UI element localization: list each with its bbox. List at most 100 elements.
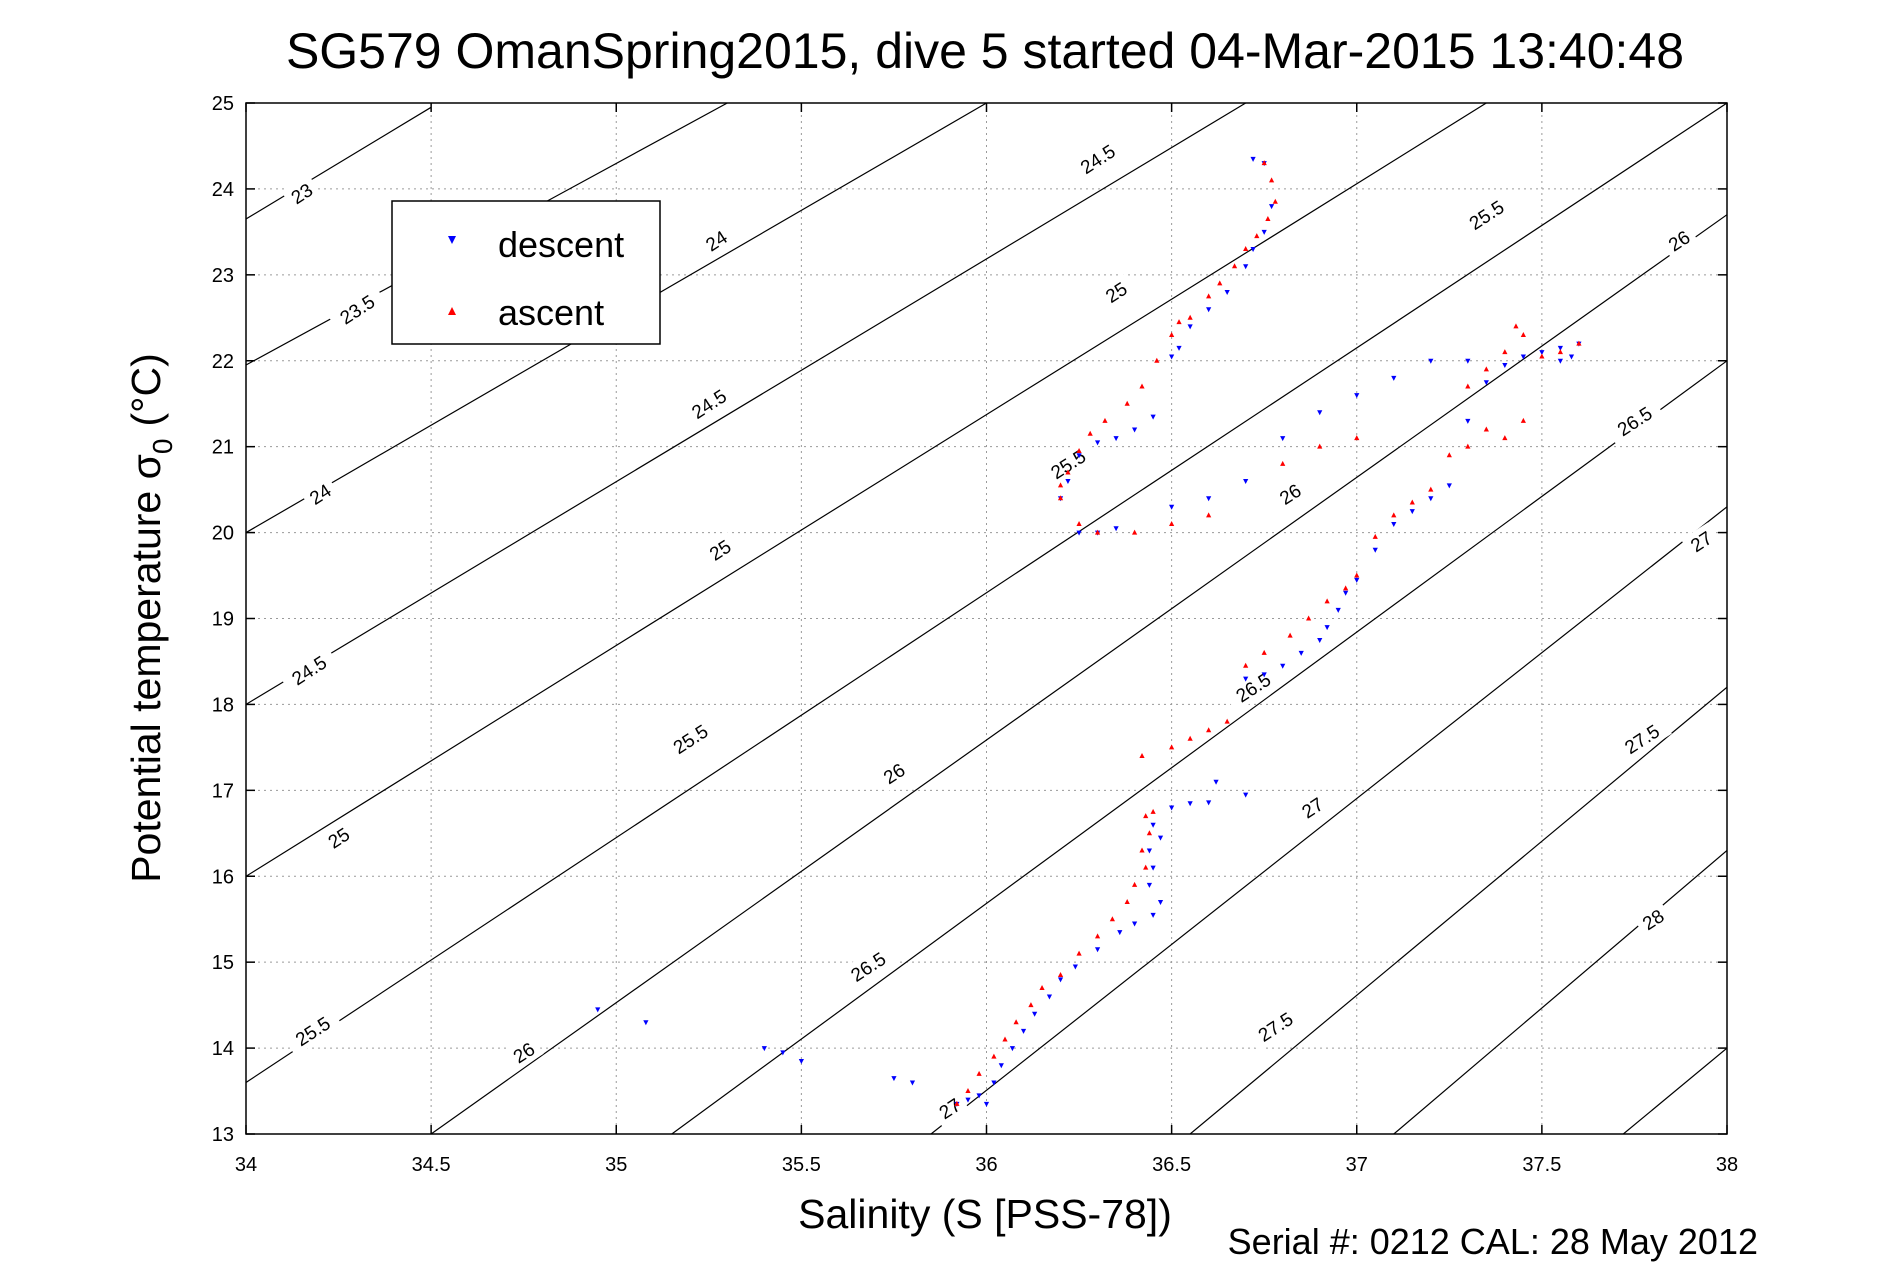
y-tick-label: 13 bbox=[212, 1124, 234, 1146]
contour-label-backdrop bbox=[1096, 273, 1137, 311]
contour-label-backdrop bbox=[503, 1033, 544, 1072]
ascent-point bbox=[1465, 443, 1471, 449]
descent-point bbox=[1446, 483, 1452, 489]
descent-point bbox=[1117, 930, 1123, 936]
ascent-point bbox=[1109, 916, 1115, 922]
y-axis-ticks: 13 14 15 16 17 18 19 20 21 22 23 24 25 bbox=[212, 93, 1727, 1146]
y-tick-label: 25 bbox=[212, 93, 234, 115]
ascent-point bbox=[1354, 572, 1360, 578]
ascent-point bbox=[1076, 520, 1082, 526]
ascent-point bbox=[1287, 632, 1293, 638]
descent-point bbox=[1176, 345, 1182, 351]
contour-label-backdrop bbox=[873, 754, 914, 792]
isopycnal-line-25-5 bbox=[246, 103, 1727, 1084]
contour-label-group: 26 bbox=[503, 1033, 544, 1072]
descent-point bbox=[1169, 805, 1175, 811]
contour-label-backdrop bbox=[282, 1005, 343, 1057]
x-tick-label: 36.5 bbox=[1152, 1154, 1191, 1176]
descent-point bbox=[1409, 509, 1415, 515]
contour-label-backdrop bbox=[1292, 788, 1333, 827]
contour-label-backdrop bbox=[1658, 221, 1699, 260]
ascent-point bbox=[976, 1070, 982, 1076]
ascent-point bbox=[1087, 430, 1093, 436]
descent-point bbox=[1150, 865, 1156, 871]
ascent-point bbox=[1139, 752, 1145, 758]
descent-point bbox=[1372, 547, 1378, 553]
x-axis-ticks: 34 34.5 35 35.5 36 36.5 37 37.5 38 bbox=[235, 103, 1738, 1176]
descent-point bbox=[1206, 307, 1212, 313]
descent-point bbox=[1343, 590, 1349, 596]
descent-point bbox=[1094, 440, 1101, 446]
ascent-point bbox=[965, 1088, 971, 1094]
descent-point bbox=[1557, 345, 1563, 351]
descent-point bbox=[1354, 577, 1360, 583]
x-tick-label: 35.5 bbox=[782, 1154, 821, 1176]
ascent-point bbox=[1132, 881, 1138, 887]
ascent-point bbox=[1169, 331, 1175, 337]
ascent-point bbox=[1028, 1002, 1034, 1008]
descent-point bbox=[1057, 977, 1064, 983]
y-axis-label-unit: (°C) bbox=[123, 353, 169, 426]
ascent-point bbox=[1146, 830, 1153, 836]
ascent-point bbox=[1243, 662, 1249, 668]
x-tick-label: 34 bbox=[235, 1154, 257, 1176]
ascent-point bbox=[1206, 293, 1212, 299]
descent-point bbox=[1483, 380, 1489, 386]
contour-label-backdrop bbox=[699, 531, 740, 569]
descent-point bbox=[1213, 779, 1219, 785]
ascent-point bbox=[1254, 233, 1260, 239]
y-tick-label: 14 bbox=[212, 1038, 234, 1060]
ascent-point bbox=[1243, 246, 1249, 252]
x-tick-label: 37.5 bbox=[1522, 1154, 1561, 1176]
descent-point bbox=[1243, 676, 1249, 682]
y-axis-label: Potential temperature σ0 (°C) bbox=[123, 353, 178, 883]
ascent-point bbox=[1169, 520, 1175, 526]
ascent-point bbox=[1076, 447, 1082, 453]
legend-label-descent: descent bbox=[498, 224, 624, 265]
descent-point bbox=[1076, 530, 1082, 536]
y-tick-label: 15 bbox=[212, 952, 234, 974]
y-axis-label-main: Potential temperature σ bbox=[123, 454, 169, 883]
descent-point bbox=[1243, 264, 1249, 270]
isopycnal-line-23 bbox=[246, 106, 432, 220]
ascent-point bbox=[1261, 160, 1267, 166]
descent-point bbox=[1146, 848, 1153, 854]
descent-point bbox=[1250, 247, 1256, 253]
x-tick-label: 36 bbox=[975, 1154, 997, 1176]
ascent-point bbox=[1261, 649, 1267, 655]
descent-point bbox=[1568, 354, 1575, 360]
ascent-point bbox=[1391, 512, 1397, 518]
ascent-point bbox=[1483, 426, 1489, 432]
descent-point bbox=[965, 1097, 971, 1103]
y-axis-label-subscript: 0 bbox=[147, 439, 178, 455]
contour-label-backdrop bbox=[1245, 1001, 1306, 1052]
ascent-point bbox=[1520, 331, 1526, 337]
ascent-point bbox=[1187, 314, 1193, 320]
descent-point bbox=[1428, 496, 1434, 502]
isopycnal-line-28 bbox=[1393, 850, 1727, 1134]
ascent-point bbox=[1372, 533, 1378, 539]
ascent-point bbox=[991, 1053, 997, 1059]
isopycnal-line-26 bbox=[430, 214, 1727, 1134]
contour-label-backdrop bbox=[1037, 438, 1099, 490]
ascent-point bbox=[1094, 933, 1101, 939]
ascent-point bbox=[1143, 864, 1149, 870]
descent-point bbox=[1465, 358, 1471, 364]
contour-label-backdrop bbox=[678, 378, 739, 430]
contour-label-group: 25 bbox=[318, 818, 359, 857]
ascent-point bbox=[1124, 400, 1130, 406]
descent-point bbox=[1094, 947, 1101, 953]
descent-point bbox=[1065, 479, 1071, 485]
y-tick-label: 24 bbox=[212, 179, 234, 201]
ascent-point bbox=[1039, 984, 1045, 990]
descent-point bbox=[1280, 436, 1286, 442]
ascent-point bbox=[1317, 443, 1323, 449]
contour-label-backdrop bbox=[1604, 395, 1665, 447]
ascent-point bbox=[1143, 813, 1149, 819]
descent-point bbox=[1335, 607, 1341, 613]
ascent-point bbox=[1057, 482, 1064, 488]
descent-point bbox=[998, 1063, 1004, 1069]
ascent-point bbox=[1224, 718, 1230, 724]
y-tick-label: 21 bbox=[212, 437, 234, 459]
